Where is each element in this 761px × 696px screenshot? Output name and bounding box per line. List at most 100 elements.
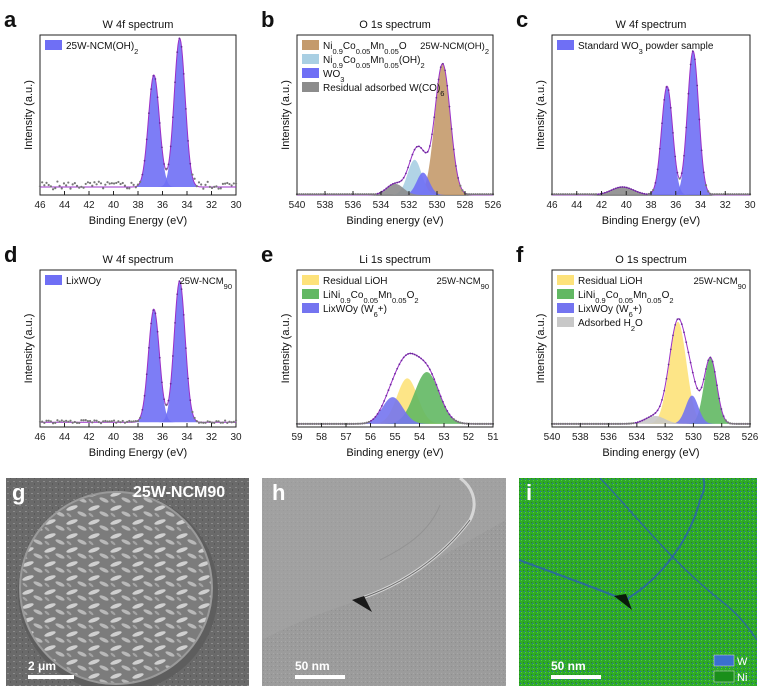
chart-title: W 4f spectrum xyxy=(103,254,174,266)
data-point xyxy=(163,163,166,165)
x-tick-label: 534 xyxy=(629,432,646,443)
data-point xyxy=(97,180,100,183)
data-point xyxy=(156,330,159,333)
data-point xyxy=(463,422,466,425)
data-point xyxy=(215,420,218,423)
data-point xyxy=(407,353,409,355)
data-point xyxy=(145,138,148,141)
data-point xyxy=(735,422,738,425)
data-point xyxy=(424,151,427,154)
data-point xyxy=(82,419,85,422)
legend-label: Residual adsorbed W(CO)6 xyxy=(323,83,444,98)
x-tick-label: 52 xyxy=(463,432,475,443)
data-point xyxy=(599,192,602,195)
data-point xyxy=(335,422,338,425)
x-tick-label: 44 xyxy=(59,432,71,443)
data-point xyxy=(465,422,468,425)
data-point xyxy=(213,421,216,424)
data-point xyxy=(350,422,353,425)
data-point xyxy=(300,193,303,196)
data-point xyxy=(187,140,189,142)
data-point xyxy=(672,334,674,337)
x-axis-title: Binding Energy (eV) xyxy=(89,447,187,459)
x-tick-label: 538 xyxy=(317,200,334,211)
data-point xyxy=(661,398,663,401)
data-point xyxy=(557,193,560,196)
fitted-peak-1 xyxy=(40,309,236,423)
data-point xyxy=(136,183,140,186)
data-point xyxy=(359,422,362,425)
data-point xyxy=(306,422,309,425)
data-points xyxy=(295,62,495,196)
data-point xyxy=(485,193,488,196)
x-tick-label: 540 xyxy=(544,432,561,443)
x-tick-label: 532 xyxy=(657,432,674,443)
data-point xyxy=(658,405,661,408)
data-point xyxy=(691,371,694,374)
data-point xyxy=(302,193,305,196)
x-axis-title: Binding energy (eV) xyxy=(602,447,699,459)
data-point xyxy=(56,180,59,183)
data-point xyxy=(158,356,161,359)
data-point xyxy=(206,180,209,183)
data-point xyxy=(603,422,606,425)
x-tick-label: 32 xyxy=(206,200,218,211)
data-point xyxy=(204,421,207,424)
data-point xyxy=(230,421,233,424)
data-point xyxy=(667,363,670,366)
data-point xyxy=(60,187,63,190)
x-tick-label: 36 xyxy=(157,432,169,443)
data-point xyxy=(123,184,127,187)
data-point xyxy=(221,182,225,185)
data-point xyxy=(586,193,589,196)
fitted-peak-3 xyxy=(297,397,493,424)
data-point xyxy=(742,193,745,196)
data-point xyxy=(426,364,429,367)
data-point xyxy=(49,185,52,188)
data-point xyxy=(361,422,364,425)
data-point xyxy=(702,378,705,381)
x-tick-label: 46 xyxy=(546,200,558,211)
data-point xyxy=(195,184,198,188)
data-point xyxy=(86,181,90,184)
data-point xyxy=(663,98,666,101)
data-point xyxy=(437,389,440,392)
x-tick-label: 56 xyxy=(365,432,377,443)
data-point xyxy=(394,372,396,375)
data-point xyxy=(619,186,622,189)
data-point xyxy=(102,187,105,190)
data-point xyxy=(428,368,431,371)
data-point xyxy=(444,405,446,408)
sample-label: 25W-NCM90 xyxy=(436,276,489,291)
y-axis-title: Intensity (a.u.) xyxy=(535,314,547,384)
data-point xyxy=(678,177,681,180)
data-point xyxy=(208,185,211,188)
data-point xyxy=(404,354,407,357)
data-point xyxy=(733,193,736,196)
data-point xyxy=(636,190,639,193)
legend-swatch xyxy=(302,82,319,92)
data-point xyxy=(41,181,44,184)
data-point xyxy=(665,377,668,380)
data-point xyxy=(117,180,120,184)
data-point xyxy=(132,183,135,186)
data-point xyxy=(200,421,203,424)
data-point xyxy=(150,322,152,325)
data-point xyxy=(418,145,420,148)
x-tick-label: 530 xyxy=(429,200,446,211)
data-point xyxy=(400,179,403,182)
legend-swatch xyxy=(302,289,319,299)
data-point xyxy=(191,410,194,414)
data-point xyxy=(178,280,181,283)
data-point xyxy=(485,422,488,425)
data-point xyxy=(564,193,567,196)
data-point xyxy=(583,422,587,425)
data-point xyxy=(483,422,486,425)
data-point xyxy=(106,420,109,423)
data-point xyxy=(180,288,183,291)
legend-swatch xyxy=(557,317,574,327)
data-point xyxy=(735,193,738,196)
legend-label: LiNi0.9Co0.05Mn0.05O2 xyxy=(323,290,419,305)
legend-swatch xyxy=(302,275,319,285)
data-point xyxy=(134,186,137,189)
